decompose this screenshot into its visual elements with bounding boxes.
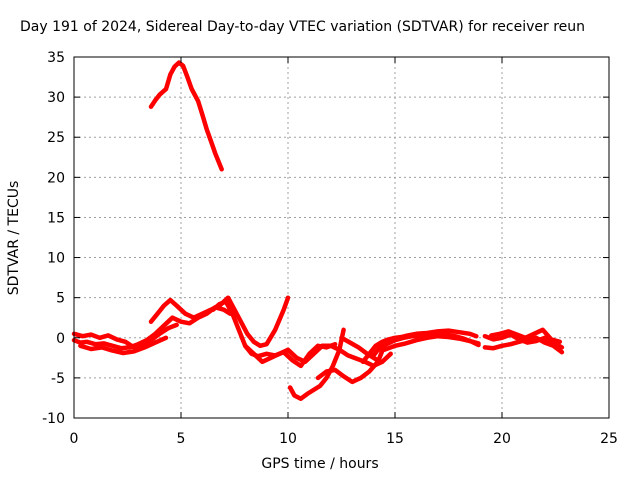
- series-line-arc-o: [482, 335, 565, 355]
- series-line-arc-high: [148, 60, 224, 172]
- grid-layer: [74, 57, 609, 418]
- series-line-arc-g: [287, 327, 346, 401]
- y-tick-label: 10: [47, 251, 65, 267]
- series-layer: [71, 60, 565, 401]
- series-line-arc-e: [210, 299, 338, 369]
- y-tick-label: 5: [56, 291, 65, 307]
- y-tick-label: 0: [56, 331, 65, 347]
- series-line-arc-b: [71, 322, 179, 350]
- series-line-arc-c: [78, 335, 169, 356]
- tick-layer: 0 5 10 15 20 25 -10 -5 0 5 10 15 20 25 30 35: [42, 50, 618, 447]
- x-tick-label: 10: [279, 431, 297, 447]
- y-tick-label: 25: [47, 130, 65, 146]
- y-tick-label: 30: [47, 90, 65, 106]
- plot-frame: [73, 56, 610, 419]
- y-axis-label: SDTVAR / TECUs: [6, 180, 22, 296]
- y-tick-label: -5: [51, 371, 65, 387]
- y-tick-label: 35: [47, 50, 65, 66]
- series-line-arc-j: [339, 335, 383, 365]
- x-tick-label: 15: [386, 431, 404, 447]
- series-line-arc-m: [382, 333, 481, 353]
- x-tick-label: 25: [600, 431, 618, 447]
- x-tick-label: 5: [177, 431, 186, 447]
- series-line-arc-p: [489, 327, 563, 345]
- y-tick-label: -10: [42, 411, 65, 427]
- x-tick-label: 0: [70, 431, 79, 447]
- series-line-arc-f: [242, 343, 334, 365]
- y-tick-label: 15: [47, 210, 65, 226]
- x-axis-label: GPS time / hours: [261, 456, 379, 472]
- x-tick-label: 20: [493, 431, 511, 447]
- chart-title: Day 191 of 2024, Sidereal Day-to-day VTE…: [20, 19, 586, 35]
- y-tick-label: 20: [47, 170, 65, 186]
